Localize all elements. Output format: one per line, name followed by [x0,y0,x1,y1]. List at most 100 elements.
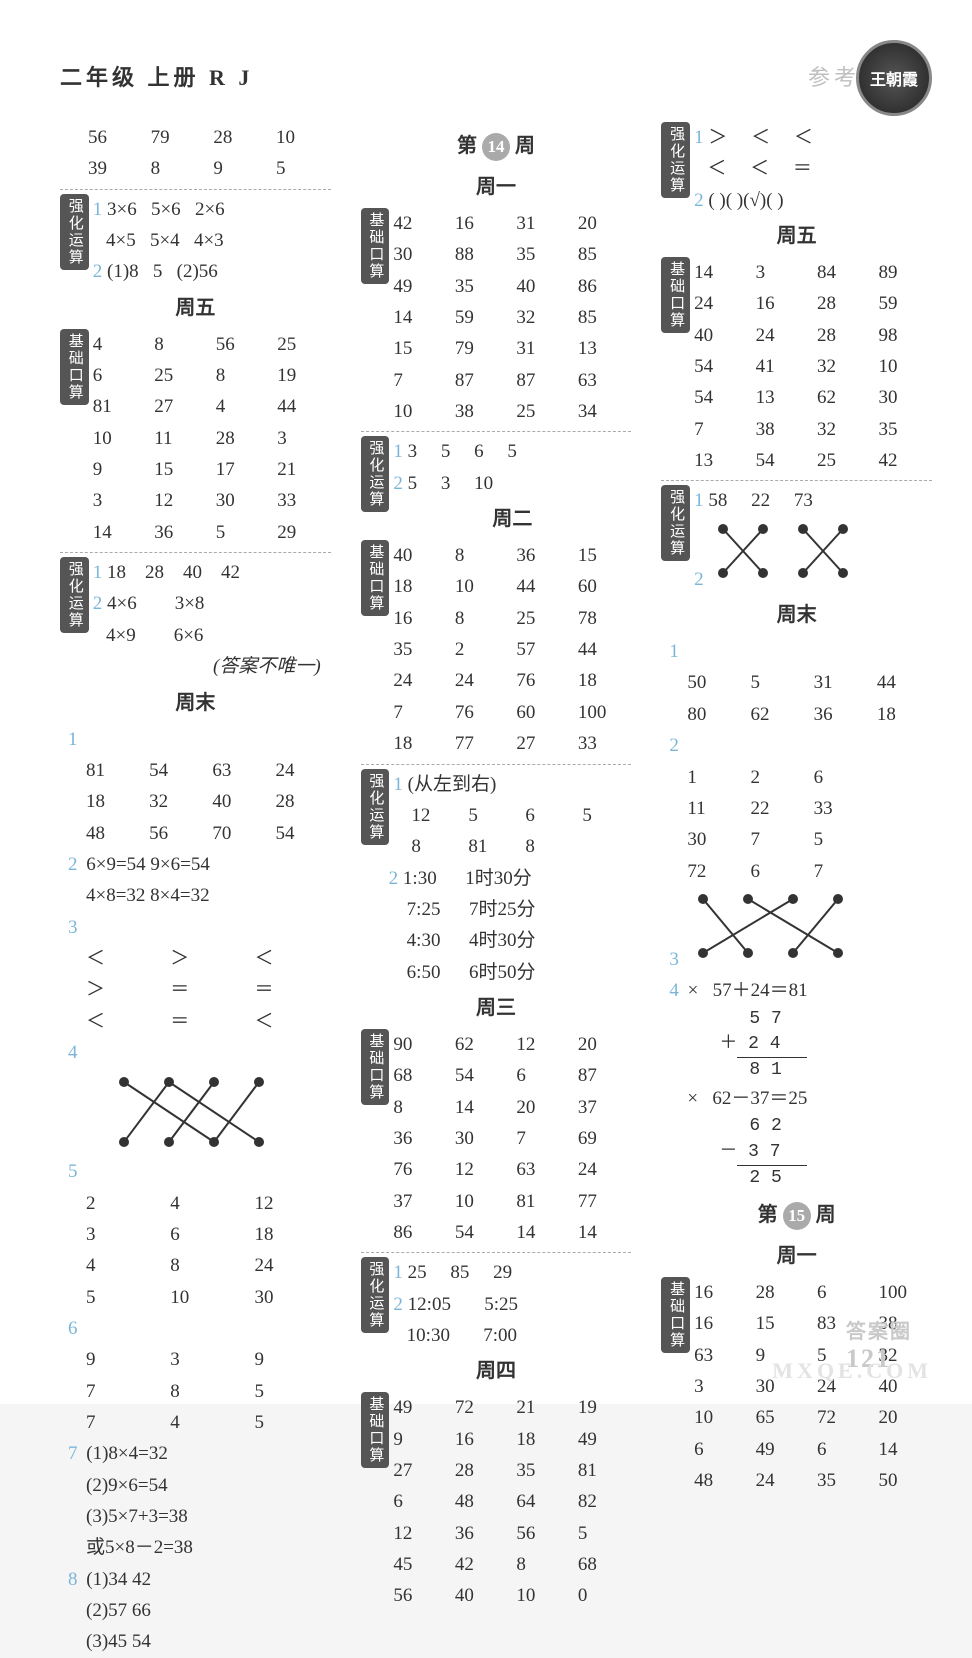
cell: 10 [879,351,932,382]
cell: 44 [516,571,569,602]
cross-diagram-a [109,1072,289,1152]
cell: 7 [86,1376,162,1407]
cell: 24 [578,1154,631,1185]
cell: 69 [578,1123,631,1154]
cell: 10 [516,1580,569,1611]
cell: 32 [516,302,569,333]
cell: 32 [149,786,204,817]
cell: 18 [877,699,932,730]
cell: 35 [393,634,446,665]
cell: 79 [455,333,508,364]
cell: 54 [694,382,747,413]
cell: 7 [393,697,446,728]
cell: 87 [455,365,508,396]
cell: 12 [393,1518,446,1549]
cell: 5 [751,667,806,698]
cell: 9 [393,1424,446,1455]
cell [877,762,932,793]
cell: 2 [455,634,508,665]
cell: 25 [516,396,569,427]
cell: 49 [393,271,446,302]
cell: 3 [694,1371,747,1402]
cell: 31 [516,208,569,239]
cell: 5 [814,824,869,855]
cell: 39 [88,153,143,184]
cell: 34 [578,396,631,427]
cell: 6 [694,1434,747,1465]
cell: 3 [756,257,809,288]
cell: 9 [86,1344,162,1375]
cell: 11 [687,793,742,824]
cell: 14 [516,1217,569,1248]
c1-jc1: 基础口算 48562562581981274441011283915172131… [60,329,331,548]
cell: 27 [393,1455,446,1486]
cell: 3 [170,1344,246,1375]
cell: 62 [817,382,870,413]
c1-top-grid: 5679281039895 [60,122,331,185]
cell: 62 [751,699,806,730]
cell: 54 [455,1060,508,1091]
cell: 40 [212,786,267,817]
cell: 6 [814,762,869,793]
cell: 86 [578,271,631,302]
column-1: 5679281039895 强化运算 1 3×6 5×6 2×6 4×5 5×4… [60,122,331,1658]
cell: 12 [411,800,460,831]
cell: 9 [213,153,268,184]
cell: 89 [879,257,932,288]
cell: 10 [276,122,331,153]
cell: 10 [455,571,508,602]
cell: 16 [694,1308,747,1339]
cell: 81 [86,755,141,786]
cell: 44 [277,391,330,422]
cell: 4 [170,1407,246,1438]
cell: 35 [455,271,508,302]
cell: 54 [694,351,747,382]
cell: 33 [814,793,869,824]
cell: 16 [393,603,446,634]
column-3: 强化运算 1 ＞ ＜ ＜ ＜ ＜ ＝ 2 ( )( )(√)( ) 周五 基础口… [661,122,932,1658]
cell: 21 [277,454,330,485]
cell: 48 [694,1465,747,1496]
cell: 16 [455,208,508,239]
cell: 30 [455,1123,508,1154]
cell: 79 [151,122,206,153]
cell: 35 [516,1455,569,1486]
cell: 27 [516,728,569,759]
cell: 68 [393,1060,446,1091]
cell: 8 [411,831,460,862]
cell: 4 [170,1188,246,1219]
cell: 32 [817,414,870,445]
cell: 54 [455,1217,508,1248]
cell: 12 [254,1188,330,1219]
cell: 98 [879,320,932,351]
cell: 7 [393,365,446,396]
cell: 15 [154,454,207,485]
cell: 59 [455,302,508,333]
cell: 7 [86,1407,162,1438]
cell: 35 [817,1465,870,1496]
cell: 72 [687,856,742,887]
cell: 15 [393,333,446,364]
cell: 7 [751,824,806,855]
cell: 44 [877,667,932,698]
cell: 18 [86,786,141,817]
cell: 29 [277,517,330,548]
c1-qh1: 强化运算 1 3×6 5×6 2×6 4×5 5×4 4×3 2 (1)8 5 … [60,194,331,288]
week14-header: 第 14 周 [361,130,632,163]
cell: 8 [516,1549,569,1580]
cell: 80 [687,699,742,730]
cell: 38 [756,414,809,445]
cell: 45 [393,1549,446,1580]
cell: 24 [393,665,446,696]
cell: 5 [86,1282,162,1313]
cell: 8 [170,1376,246,1407]
cell: 85 [578,302,631,333]
cell: 6 [817,1277,870,1308]
cell: 48 [455,1486,508,1517]
cell [582,831,631,862]
cell: 70 [212,818,267,849]
cell: 37 [393,1186,446,1217]
logo-badge: 王朝霞 [856,40,932,116]
qh1-row1: 1 3×6 5×6 2×6 [88,194,331,225]
cell: 63 [212,755,267,786]
